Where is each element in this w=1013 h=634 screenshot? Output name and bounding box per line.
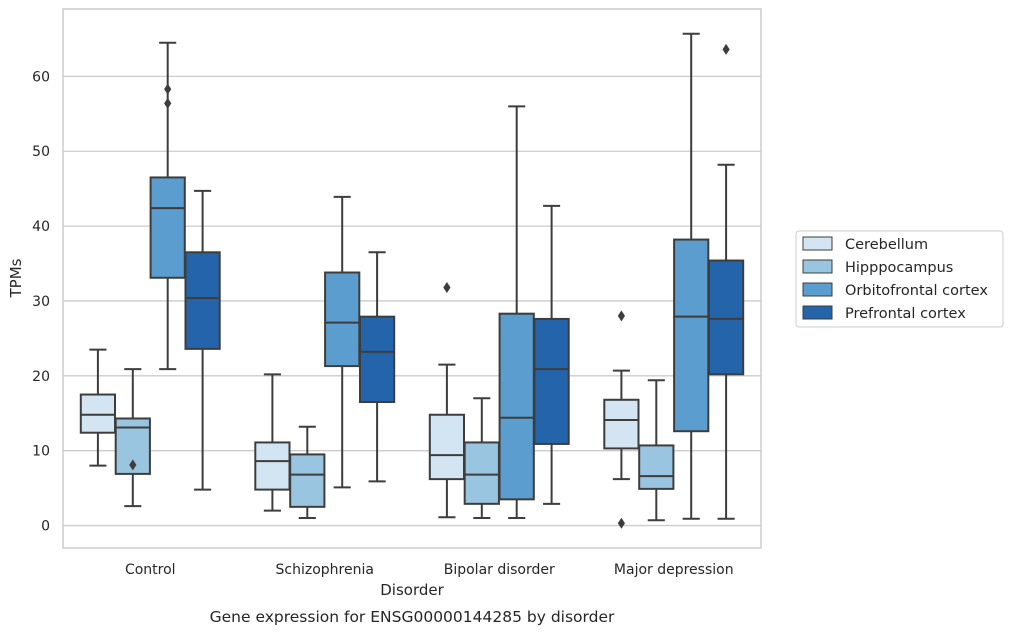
outlier-marker xyxy=(722,43,730,55)
box-iqr xyxy=(428,413,466,481)
legend-label: Cerebellum xyxy=(845,237,928,253)
box-2-1 xyxy=(463,397,500,520)
y-tick-label: 20 xyxy=(32,369,50,385)
y-tick-label: 40 xyxy=(32,219,50,235)
y-tick-label: 10 xyxy=(32,444,50,460)
outlier-marker xyxy=(164,83,172,95)
box-iqr xyxy=(603,398,640,450)
box-0-1 xyxy=(114,368,151,508)
box-3-0 xyxy=(603,310,640,529)
box-iqr xyxy=(289,453,326,508)
box-iqr xyxy=(254,441,291,491)
box-iqr xyxy=(498,312,535,501)
box-1-0 xyxy=(254,373,291,512)
y-tick-label: 60 xyxy=(32,69,50,85)
box-3-2 xyxy=(673,32,710,520)
box-0-3 xyxy=(184,189,221,491)
box-0-0 xyxy=(79,348,117,467)
box-iqr xyxy=(149,176,186,279)
box-1-3 xyxy=(358,251,396,483)
y-tick-label: 0 xyxy=(41,519,50,535)
box-iqr xyxy=(707,259,745,376)
x-tick-label: Major depression xyxy=(614,562,734,578)
x-tick-label: Bipolar disorder xyxy=(444,562,555,578)
box-0-2 xyxy=(149,41,186,371)
x-axis-ticks: Control Schizophrenia Bipolar disorder Majo… xyxy=(125,562,734,578)
box-iqr xyxy=(533,317,570,445)
plot-frame xyxy=(62,8,762,549)
outlier-marker xyxy=(164,97,172,109)
legend-label: Orbitofrontal cortex xyxy=(845,283,988,299)
legend-label: Hipppocampus xyxy=(845,260,953,276)
outlier-marker xyxy=(129,459,137,471)
y-axis-label: TPMs xyxy=(7,258,25,298)
legend-swatch xyxy=(802,305,833,320)
box-iqr xyxy=(358,315,396,404)
outlier-marker xyxy=(443,281,451,293)
box-iqr xyxy=(79,393,117,434)
chart-caption: Gene expression for ENSG00000144285 by d… xyxy=(210,608,615,626)
box-3-3 xyxy=(707,43,745,520)
y-tick-label: 30 xyxy=(32,294,50,310)
box-iqr xyxy=(324,271,361,368)
legend-swatch xyxy=(802,236,833,251)
box-2-2 xyxy=(498,105,535,520)
box-iqr xyxy=(184,251,221,350)
outlier-marker xyxy=(617,310,625,322)
box-3-1 xyxy=(638,379,675,522)
legend-swatch xyxy=(802,259,833,274)
box-iqr xyxy=(638,444,675,490)
box-2-3 xyxy=(533,204,570,505)
box-2-0 xyxy=(428,281,466,519)
box-1-2 xyxy=(324,195,361,489)
box-iqr xyxy=(463,441,500,505)
box-iqr xyxy=(673,238,710,433)
legend: Cerebellum Hipppocampus Orbitofrontal cort… xyxy=(795,230,1004,328)
x-tick-label: Schizophrenia xyxy=(276,562,374,578)
x-axis-label: Disorder xyxy=(380,581,444,599)
y-axis-ticks: 0 10 20 30 40 50 60 xyxy=(32,69,50,534)
outlier-marker xyxy=(617,517,625,529)
box-1-1 xyxy=(289,425,326,520)
x-tick-label: Control xyxy=(125,562,176,578)
legend-label: Prefrontal cortex xyxy=(845,306,966,322)
box-series xyxy=(79,32,745,529)
y-tick-label: 50 xyxy=(32,144,50,160)
legend-frame xyxy=(795,230,1004,328)
legend-swatch xyxy=(802,282,833,297)
